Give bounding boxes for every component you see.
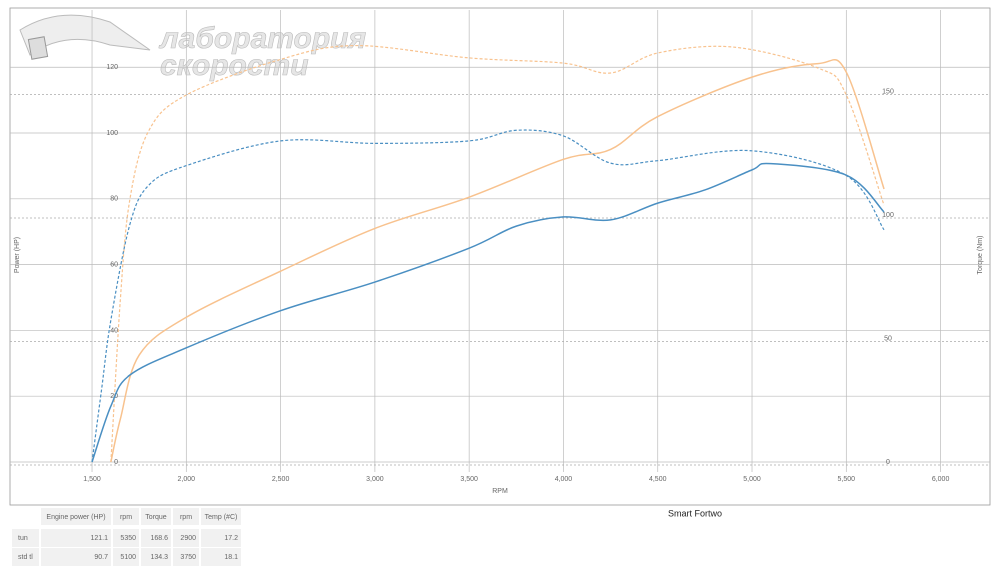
table-header: Temp (#C) (205, 514, 238, 521)
y-tick-label: 80 (110, 196, 118, 203)
series-line (91, 162, 885, 463)
x-tick-label: 5,000 (743, 476, 761, 483)
x-tick-label: 3,500 (460, 476, 478, 483)
y-tick-label: 40 (110, 327, 118, 334)
table-cell (201, 508, 241, 525)
table-cell (201, 529, 241, 547)
x-tick-label: 2,000 (178, 476, 196, 483)
x-tick-label: 4,500 (649, 476, 667, 483)
x-tick-label: 2,500 (272, 476, 290, 483)
table-cell (113, 548, 139, 566)
x-tick-label: 1,500 (83, 476, 101, 483)
y2-tick-label: 0 (886, 459, 890, 466)
table-cell (141, 548, 171, 566)
plot-frame (9, 7, 991, 506)
chart-title: Smart Fortwo (668, 508, 722, 518)
logo-icon (19, 14, 151, 60)
table-value: 121.1 (90, 535, 108, 542)
x-tick-label: 3,000 (366, 476, 384, 483)
table-cell (141, 508, 171, 525)
table-header: rpm (180, 514, 192, 521)
table-cell (141, 529, 171, 547)
x-tick-label: 6,000 (932, 476, 950, 483)
table-value: 18.1 (224, 554, 238, 561)
table-cell (41, 529, 111, 547)
table-header: rpm (120, 514, 132, 521)
legend-name: tun (18, 535, 28, 542)
x-axis-label: RPM (492, 488, 508, 495)
table-cell (173, 548, 199, 566)
table-value: 5350 (120, 535, 136, 542)
table-cell (12, 529, 39, 547)
y-tick-label: 0 (114, 459, 118, 466)
table-value: 5100 (120, 554, 136, 561)
table-value: 168.6 (150, 535, 168, 542)
series-line (91, 129, 885, 463)
table-cell (41, 508, 111, 525)
y-tick-label: 120 (106, 64, 118, 71)
series-line (110, 44, 885, 463)
table-value: 134.3 (150, 554, 168, 561)
y2-tick-label: 100 (882, 212, 894, 219)
y2-axis-label: Torque (Nm) (977, 236, 984, 275)
table-header: Engine power (HP) (46, 514, 105, 521)
y2-tick-label: 50 (884, 335, 892, 342)
table-cell (113, 508, 139, 525)
x-tick-label: 4,000 (555, 476, 573, 483)
table-header: Torque (145, 514, 167, 521)
y2-tick-label: 150 (882, 88, 894, 95)
table-cell (41, 548, 111, 566)
table-value: 3750 (180, 554, 196, 561)
table-cell (12, 548, 39, 566)
table-value: 2900 (180, 535, 196, 542)
series-line (110, 59, 885, 463)
logo-text: лаборатория (158, 22, 367, 55)
table-cell (201, 548, 241, 566)
logo-text: скорости (160, 49, 309, 82)
y-axis-label: Power (HP) (14, 237, 21, 273)
table-cell (173, 508, 199, 525)
x-tick-label: 5,500 (838, 476, 856, 483)
y-tick-label: 60 (110, 261, 118, 268)
y-tick-label: 100 (106, 130, 118, 137)
table-value: 90.7 (94, 554, 108, 561)
table-value: 17.2 (224, 535, 238, 542)
legend-name: std tl (18, 554, 33, 561)
table-cell (173, 529, 199, 547)
table-cell (113, 529, 139, 547)
